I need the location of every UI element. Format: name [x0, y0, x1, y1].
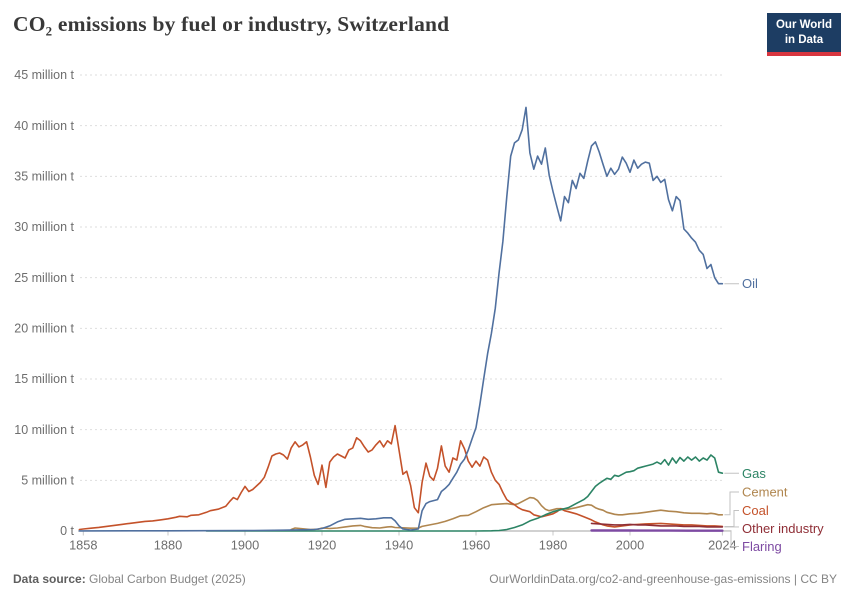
credit-link[interactable]: OurWorldinData.org/co2-and-greenhouse-ga… [489, 572, 837, 586]
y-tick-label: 15 million t [14, 372, 74, 386]
series-line-other-industry[interactable] [590, 522, 724, 528]
legend-connector-cement [724, 491, 739, 516]
x-tick-label: 1920 [308, 538, 336, 553]
owid-logo-line1: Our World [775, 19, 832, 31]
series-line-oil[interactable] [78, 106, 724, 532]
chart-footer: Data source: Global Carbon Budget (2025)… [0, 566, 850, 600]
legend-label-gas[interactable]: Gas [742, 466, 766, 481]
data-source-label: Data source: [13, 572, 86, 586]
x-tick-label: 1980 [539, 538, 567, 553]
y-tick-label: 30 million t [14, 220, 74, 234]
data-source: Data source: Global Carbon Budget (2025) [13, 572, 246, 586]
y-tick-label: 35 million t [14, 170, 74, 184]
legend-label-cement[interactable]: Cement [742, 485, 788, 500]
x-tick-label: 1960 [462, 538, 490, 553]
legend-connector-flaring [724, 530, 739, 547]
x-tick-label: 1900 [231, 538, 259, 553]
y-tick-label: 40 million t [14, 119, 74, 133]
x-tick-label: 1858 [69, 538, 97, 553]
legend-label-oil[interactable]: Oil [742, 276, 758, 291]
series-line-coal[interactable] [78, 424, 724, 531]
y-tick-label: 25 million t [14, 271, 74, 285]
x-tick-label: 1940 [385, 538, 413, 553]
y-tick-label: 5 million t [21, 474, 74, 488]
y-tick-label: 0 t [60, 524, 74, 538]
x-tick-label: 2000 [616, 538, 644, 553]
y-tick-label: 45 million t [14, 68, 74, 82]
data-source-value: Global Carbon Budget (2025) [85, 572, 246, 586]
y-tick-label: 20 million t [14, 322, 74, 336]
legend-connector-coal [724, 510, 739, 527]
x-tick-label: 1880 [154, 538, 182, 553]
series-line-cement[interactable] [290, 496, 724, 531]
legend-label-flaring[interactable]: Flaring [742, 539, 782, 554]
owid-logo: Our World in Data [766, 13, 841, 56]
legend-label-coal[interactable]: Coal [742, 503, 769, 518]
x-tick-label: 2024 [708, 538, 736, 553]
owid-logo-line2: in Data [784, 33, 824, 46]
chart-title: CO₂ emissions by fuel or industry, Switz… [13, 12, 450, 36]
legend-label-other-industry[interactable]: Other industry [742, 521, 824, 536]
y-tick-label: 10 million t [14, 423, 74, 437]
series-line-gas[interactable] [205, 454, 724, 532]
